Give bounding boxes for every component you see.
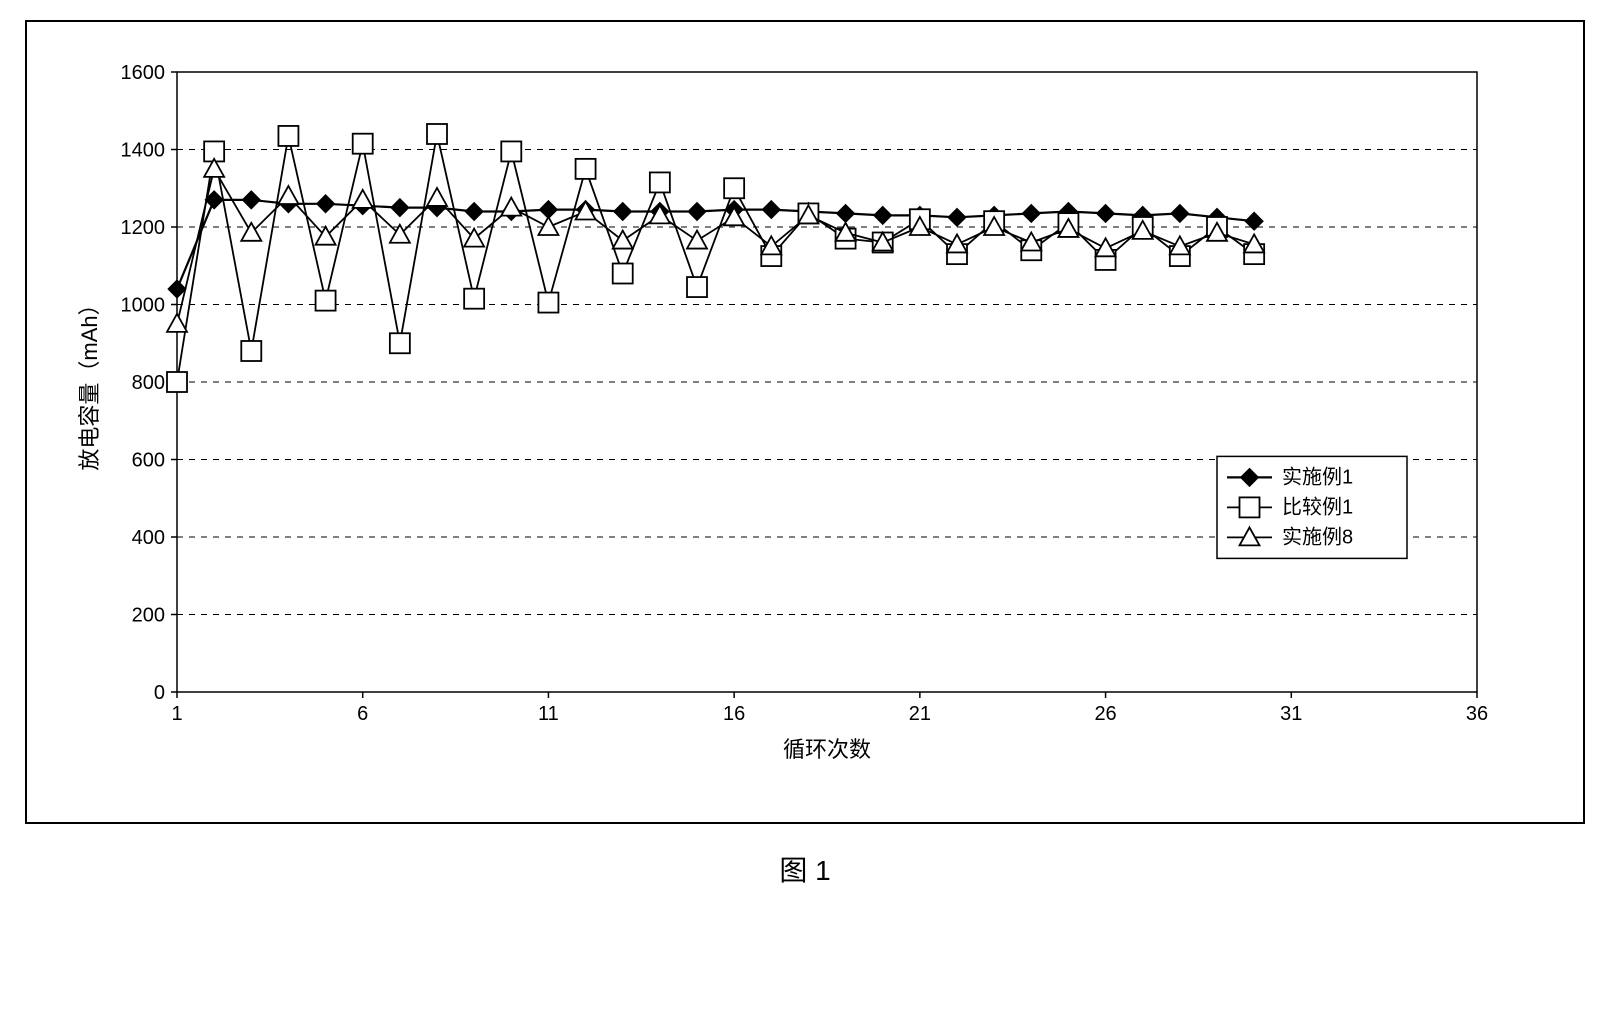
- svg-text:6: 6: [357, 703, 368, 725]
- chart-border: 0200400600800100012001400160016111621263…: [25, 20, 1585, 824]
- svg-text:1000: 1000: [121, 295, 166, 317]
- svg-text:1600: 1600: [121, 62, 166, 84]
- x-axis-label: 循环次数: [783, 737, 871, 762]
- svg-text:36: 36: [1466, 703, 1488, 725]
- chart-plot: 0200400600800100012001400160016111621263…: [57, 52, 1553, 782]
- svg-text:1: 1: [171, 703, 182, 725]
- svg-text:26: 26: [1094, 703, 1116, 725]
- svg-text:11: 11: [538, 703, 559, 725]
- svg-text:比较例1: 比较例1: [1282, 495, 1353, 518]
- svg-text:200: 200: [132, 605, 165, 627]
- legend: 实施例1 比较例1 实施例8: [1217, 456, 1407, 558]
- figure-caption: 图 1: [25, 849, 1585, 889]
- svg-text:21: 21: [909, 703, 931, 725]
- svg-text:800: 800: [132, 372, 165, 394]
- svg-text:600: 600: [132, 450, 165, 472]
- svg-text:1400: 1400: [121, 140, 166, 162]
- svg-text:0: 0: [154, 682, 165, 704]
- y-axis-label: 放电容量（mAh）: [77, 293, 102, 470]
- figure-container: 0200400600800100012001400160016111621263…: [25, 20, 1585, 889]
- chart-svg: 0200400600800100012001400160016111621263…: [57, 52, 1517, 782]
- svg-text:400: 400: [132, 527, 165, 549]
- svg-text:实施例8: 实施例8: [1282, 525, 1353, 548]
- svg-text:16: 16: [723, 703, 745, 725]
- svg-text:31: 31: [1280, 703, 1302, 725]
- svg-text:实施例1: 实施例1: [1282, 465, 1353, 488]
- svg-text:1200: 1200: [121, 217, 166, 239]
